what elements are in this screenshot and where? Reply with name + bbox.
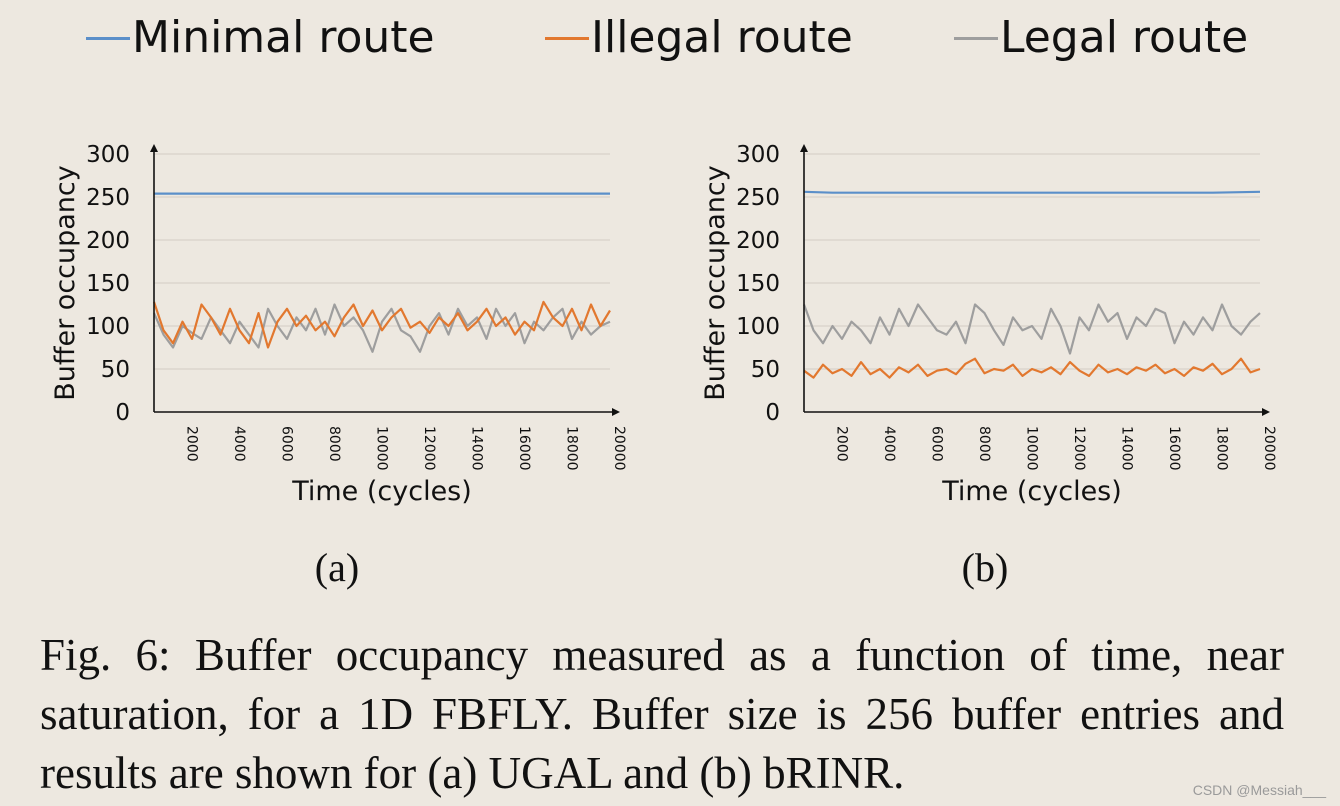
chart-a-ytick-label-300: 300 [86, 142, 130, 168]
chart-a-ytick-label-50: 50 [101, 357, 130, 383]
legend-swatch-legal-route [954, 36, 998, 40]
chart-a-y-axis-title: Buffer occupancy [50, 165, 81, 400]
chart-b-ytick-label-150: 150 [736, 271, 780, 297]
figure-caption: Fig. 6: Buffer occupancy measured as a f… [40, 630, 1284, 798]
chart-legend: Minimal route Illegal route Legal route [0, 0, 1340, 80]
chart-b-xtick-label-20000: 20000 [1261, 426, 1277, 471]
chart-a-series-legal-route [152, 303, 611, 353]
chart-b-ytick-label-300: 300 [736, 142, 780, 168]
chart-b-svg: 0 50 100 150 200 250 300 2000 4000 6000 8000 10000 1… [700, 142, 1277, 507]
chart-a-x-axis-arrow [612, 408, 620, 416]
chart-a-ytick-label-100: 100 [86, 314, 130, 340]
legend-item-legal-route: Legal route [954, 10, 1248, 66]
chart-b-ytick-label-200: 200 [736, 228, 780, 254]
legend-item-illegal-route: Illegal route [545, 10, 853, 66]
legend-label-legal-route: Legal route [1000, 12, 1249, 63]
legend-label-illegal-route: Illegal route [591, 12, 853, 63]
chart-b-x-axis-arrow [1262, 408, 1270, 416]
chart-b: 0 50 100 150 200 250 300 2000 4000 6000 8000 10000 1… [680, 120, 1340, 520]
chart-a-ytick-label-150: 150 [86, 271, 130, 297]
legend-label-minimal-route: Minimal route [132, 12, 435, 63]
chart-b-xtick-label-2000: 2000 [834, 426, 850, 462]
chart-a-series-illegal-route [152, 300, 611, 349]
chart-a-xtick-label-4000: 4000 [231, 426, 247, 462]
chart-a-svg: 0 50 100 150 200 250 300 2000 4000 6000 8000 10000 1… [50, 142, 627, 507]
subfigure-label-a: (a) [314, 545, 360, 590]
legend-item-minimal-route: Minimal route [86, 10, 435, 66]
chart-b-ytick-label-50: 50 [751, 357, 780, 383]
chart-b-series-legal-route [802, 303, 1261, 355]
chart-a-xtick-label-12000: 12000 [421, 426, 437, 471]
chart-a-y-axis-arrow [150, 144, 158, 152]
legend-swatch-minimal-route [86, 36, 130, 40]
watermark: CSDN @Messiah___ [1192, 782, 1326, 798]
chart-b-xtick-label-8000: 8000 [976, 426, 992, 462]
chart-b-xtick-label-14000: 14000 [1119, 426, 1135, 471]
chart-a-xtick-label-18000: 18000 [564, 426, 580, 471]
chart-b-xtick-label-18000: 18000 [1214, 426, 1230, 471]
chart-a-xtick-label-8000: 8000 [326, 426, 342, 462]
chart-b-ytick-label-0: 0 [765, 400, 780, 426]
chart-b-xtick-label-10000: 10000 [1024, 426, 1040, 471]
chart-b-xtick-label-4000: 4000 [881, 426, 897, 462]
chart-a-ytick-label-200: 200 [86, 228, 130, 254]
legend-swatch-illegal-route [545, 36, 589, 40]
chart-b-ytick-label-250: 250 [736, 185, 780, 211]
chart-a-x-axis-title: Time (cycles) [291, 476, 472, 507]
chart-a-xtick-label-16000: 16000 [516, 426, 532, 471]
chart-a: 0 50 100 150 200 250 300 2000 4000 6000 8000 10000 1… [30, 120, 690, 520]
chart-b-xtick-label-12000: 12000 [1071, 426, 1087, 471]
chart-a-xtick-label-6000: 6000 [279, 426, 295, 462]
chart-a-ytick-label-0: 0 [115, 400, 130, 426]
chart-a-ytick-label-250: 250 [86, 185, 130, 211]
chart-b-series-minimal-route [803, 190, 1261, 194]
chart-b-xtick-label-6000: 6000 [929, 426, 945, 462]
chart-b-ytick-label-100: 100 [736, 314, 780, 340]
chart-a-xtick-label-10000: 10000 [374, 426, 390, 471]
chart-b-series-illegal-route [803, 357, 1261, 379]
chart-a-xtick-label-2000: 2000 [184, 426, 200, 462]
subfigure-label-b: (b) [961, 545, 1009, 590]
chart-b-y-axis-arrow [800, 144, 808, 152]
chart-a-xtick-label-20000: 20000 [611, 426, 627, 471]
chart-b-xtick-label-16000: 16000 [1166, 426, 1182, 471]
chart-b-x-axis-title: Time (cycles) [941, 476, 1122, 507]
chart-a-xtick-label-14000: 14000 [469, 426, 485, 471]
chart-b-y-axis-title: Buffer occupancy [700, 165, 731, 400]
